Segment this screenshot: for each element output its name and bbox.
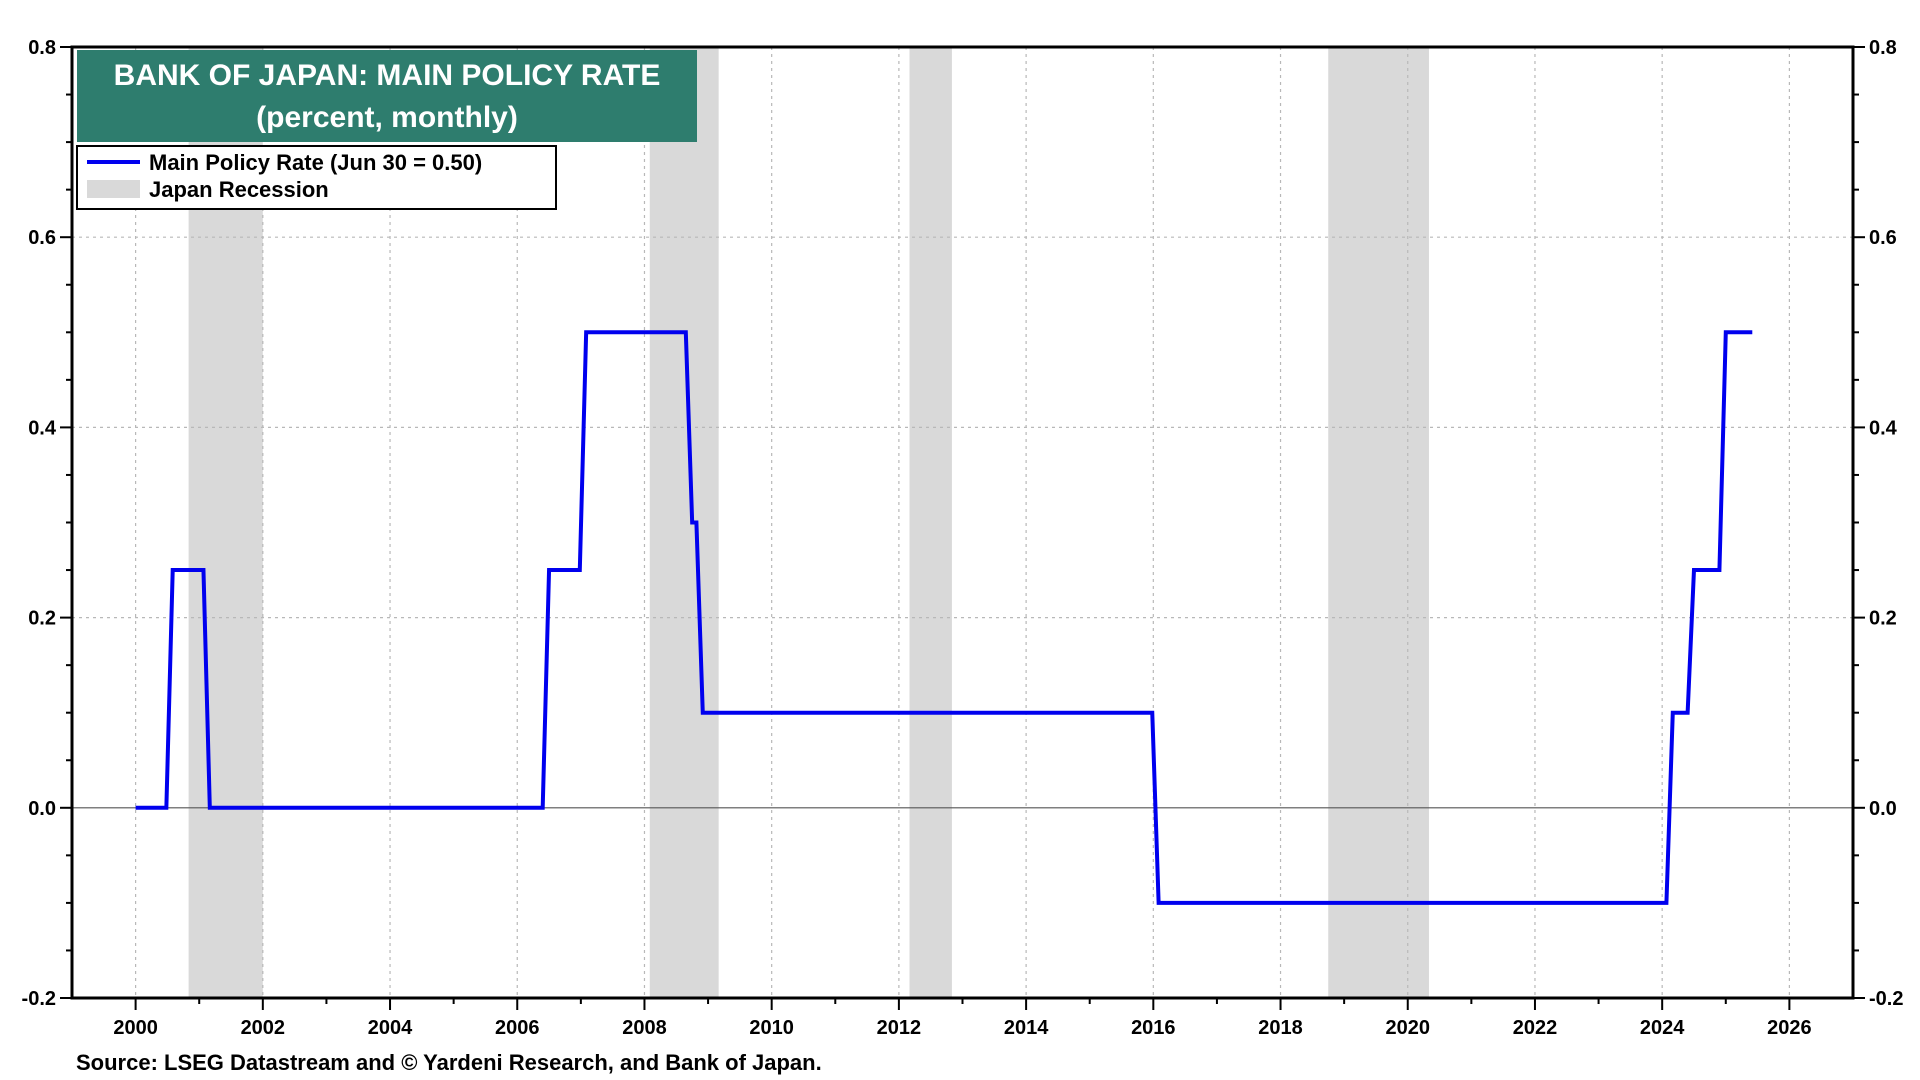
x-tick-label: 2008 [622,1017,667,1039]
x-tick-label: 2026 [1767,1017,1812,1039]
series-layer [135,330,1753,905]
recession-band-2 [649,47,719,998]
y-tick-label-left: 0.2 [28,608,56,630]
legend-recession-label: Japan Recession [149,177,329,202]
chart-title-box: BANK OF JAPAN: MAIN POLICY RATE (percent… [77,50,697,142]
x-tick-label: 2014 [1004,1017,1049,1039]
x-tick-label: 2018 [1258,1017,1303,1039]
chart-subtitle: (percent, monthly) [256,101,518,134]
y-tick-label-left: 0.0 [28,798,56,820]
y-tick-label-right: 0.2 [1869,608,1897,630]
legend-recession-swatch [87,180,140,198]
series-line-1 [135,330,1753,905]
y-tick-label-right: 0.6 [1869,227,1897,249]
y-tick-label-left: -0.2 [22,988,56,1010]
chart-title: BANK OF JAPAN: MAIN POLICY RATE [114,59,661,92]
y-tick-label-left: 0.8 [28,37,56,59]
x-tick-label: 2020 [1386,1017,1431,1039]
x-tick-label: 2000 [113,1017,158,1039]
x-tick-label: 2024 [1640,1017,1685,1039]
recession-band-3 [909,47,952,998]
x-tick-label: 2012 [877,1017,922,1039]
y-tick-label-left: 0.4 [28,417,57,439]
y-tick-label-right: 0.4 [1869,417,1898,439]
title-background [77,50,697,142]
source-note: Source: LSEG Datastream and © Yardeni Re… [76,1050,822,1075]
axes: -0.2 -0.2 0.0 0.0 0.2 0.2 0.4 0.4 0.6 0.6 0.8 0.8 20… [22,37,1904,1039]
legend-box [76,145,557,210]
x-tick-label: 2022 [1513,1017,1558,1039]
legend-series-label: Main Policy Rate (Jun 30 = 0.50) [149,150,482,175]
y-tick-label-right: -0.2 [1869,988,1903,1010]
x-tick-label: 2016 [1131,1017,1176,1039]
legend: Main Policy Rate (Jun 30 = 0.50) Japan R… [76,145,557,210]
recession-band-4 [1328,47,1429,998]
x-tick-label: 2004 [368,1017,413,1039]
x-tick-label: 2010 [749,1017,794,1039]
y-tick-label-right: 0.0 [1869,798,1897,820]
y-tick-label-left: 0.6 [28,227,56,249]
x-tick-label: 2006 [495,1017,540,1039]
x-tick-label: 2002 [241,1017,286,1039]
y-tick-label-right: 0.8 [1869,37,1897,59]
